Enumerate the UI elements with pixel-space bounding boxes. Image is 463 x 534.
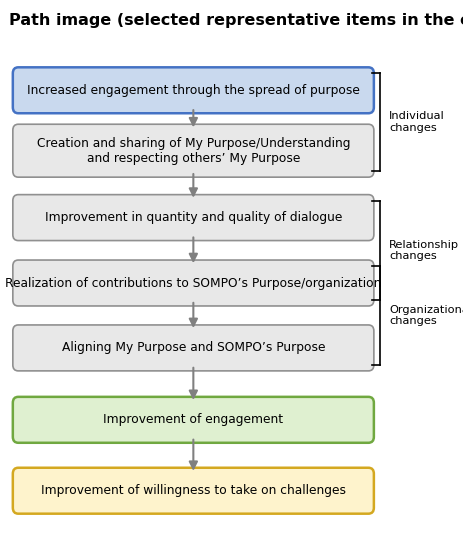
- Text: Realization of contributions to SOMPO’s Purpose/organization: Realization of contributions to SOMPO’s …: [5, 277, 381, 289]
- FancyBboxPatch shape: [13, 468, 373, 514]
- Text: Relationship
changes: Relationship changes: [388, 240, 458, 261]
- Text: Increased engagement through the spread of purpose: Increased engagement through the spread …: [27, 84, 359, 97]
- FancyBboxPatch shape: [13, 260, 373, 306]
- Text: Creation and sharing of My Purpose/Understanding
and respecting others’ My Purpo: Creation and sharing of My Purpose/Under…: [37, 137, 350, 164]
- FancyBboxPatch shape: [13, 397, 373, 443]
- Text: Improvement of engagement: Improvement of engagement: [103, 413, 283, 426]
- Text: Improvement in quantity and quality of dialogue: Improvement in quantity and quality of d…: [44, 211, 341, 224]
- FancyBboxPatch shape: [13, 194, 373, 241]
- FancyBboxPatch shape: [13, 67, 373, 113]
- Text: Aligning My Purpose and SOMPO’s Purpose: Aligning My Purpose and SOMPO’s Purpose: [62, 341, 325, 355]
- Text: Improvement of willingness to take on challenges: Improvement of willingness to take on ch…: [41, 484, 345, 497]
- FancyBboxPatch shape: [13, 325, 373, 371]
- FancyBboxPatch shape: [13, 124, 373, 177]
- Text: Organizational
changes: Organizational changes: [388, 305, 463, 326]
- Text: Individual
changes: Individual changes: [388, 112, 444, 133]
- Text: Path image (selected representative items in the case study): Path image (selected representative item…: [9, 13, 463, 28]
